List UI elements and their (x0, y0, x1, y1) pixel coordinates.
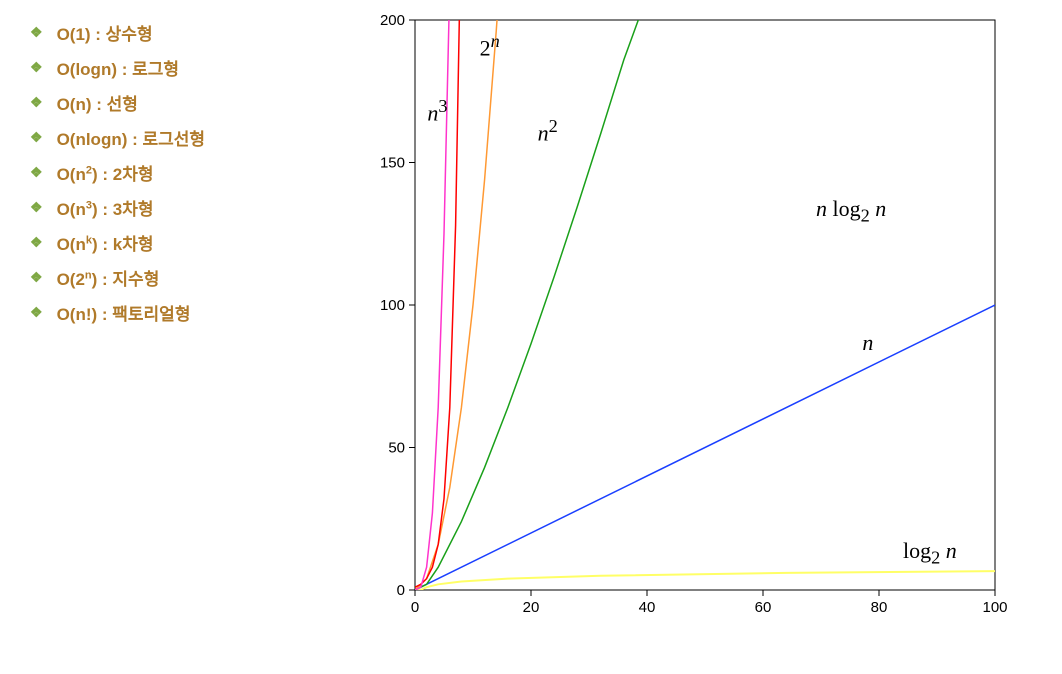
legend-item-2: ❖ O(n) : 선형 (30, 90, 340, 115)
legend-item-5: ❖ O(n3) : 3차형 (30, 195, 340, 220)
legend-label: O(nk) : k차형 (57, 230, 154, 255)
legend-item-8: ❖ O(n!) : 팩토리얼형 (30, 300, 340, 325)
y-tick-label: 150 (380, 155, 405, 172)
legend-label: O(n3) : 3차형 (57, 195, 154, 220)
legend-label: O(n!) : 팩토리얼형 (57, 300, 191, 325)
legend-item-3: ❖ O(nlogn) : 로그선형 (30, 125, 340, 150)
curve-label-nlog2n: n log2 n (816, 196, 956, 232)
legend-label: O(2n) : 지수형 (57, 265, 160, 290)
legend-item-1: ❖ O(logn) : 로그형 (30, 55, 340, 80)
diamond-bullet-icon: ❖ (30, 129, 43, 146)
y-tick-label: 200 (380, 12, 405, 29)
diamond-bullet-icon: ❖ (30, 269, 43, 286)
diamond-bullet-icon: ❖ (30, 24, 43, 41)
legend-item-0: ❖ O(1) : 상수형 (30, 20, 340, 45)
y-tick-label: 0 (397, 582, 405, 599)
x-tick-label: 40 (639, 599, 656, 616)
diamond-bullet-icon: ❖ (30, 304, 43, 321)
legend-label: O(logn) : 로그형 (57, 55, 179, 80)
complexity-legend: ❖ O(1) : 상수형 ❖ O(logn) : 로그형 ❖ O(n) : 선형 ❖ O(nl… (0, 0, 350, 674)
legend-label: O(1) : 상수형 (57, 20, 153, 45)
diamond-bullet-icon: ❖ (30, 199, 43, 216)
diamond-bullet-icon: ❖ (30, 94, 43, 111)
legend-item-7: ❖ O(2n) : 지수형 (30, 265, 340, 290)
x-tick-label: 60 (755, 599, 772, 616)
diamond-bullet-icon: ❖ (30, 234, 43, 251)
curve-label-2n: 2n (480, 31, 620, 67)
diamond-bullet-icon: ❖ (30, 164, 43, 181)
x-tick-label: 80 (871, 599, 888, 616)
y-tick-label: 50 (388, 440, 405, 457)
y-tick-label: 100 (380, 297, 405, 314)
legend-label: O(n) : 선형 (57, 90, 138, 115)
curve-label-n3: n3 (427, 96, 567, 132)
chart-svg: 0 20 40 60 80 100 0 50 100 150 200 log2 n n n log2 n n… (360, 10, 1020, 630)
curve-label-log2n: log2 n (903, 538, 1020, 574)
complexity-chart: 0 20 40 60 80 100 0 50 100 150 200 log2 n n n log2 n n… (350, 0, 1062, 674)
x-tick-label: 0 (411, 599, 419, 616)
diamond-bullet-icon: ❖ (30, 59, 43, 76)
legend-item-6: ❖ O(nk) : k차형 (30, 230, 340, 255)
x-tick-label: 20 (523, 599, 540, 616)
curve-label-n: n (862, 330, 1002, 366)
legend-label: O(n2) : 2차형 (57, 160, 154, 185)
legend-item-4: ❖ O(n2) : 2차형 (30, 160, 340, 185)
x-tick-label: 100 (982, 599, 1007, 616)
legend-label: O(nlogn) : 로그선형 (57, 125, 205, 150)
